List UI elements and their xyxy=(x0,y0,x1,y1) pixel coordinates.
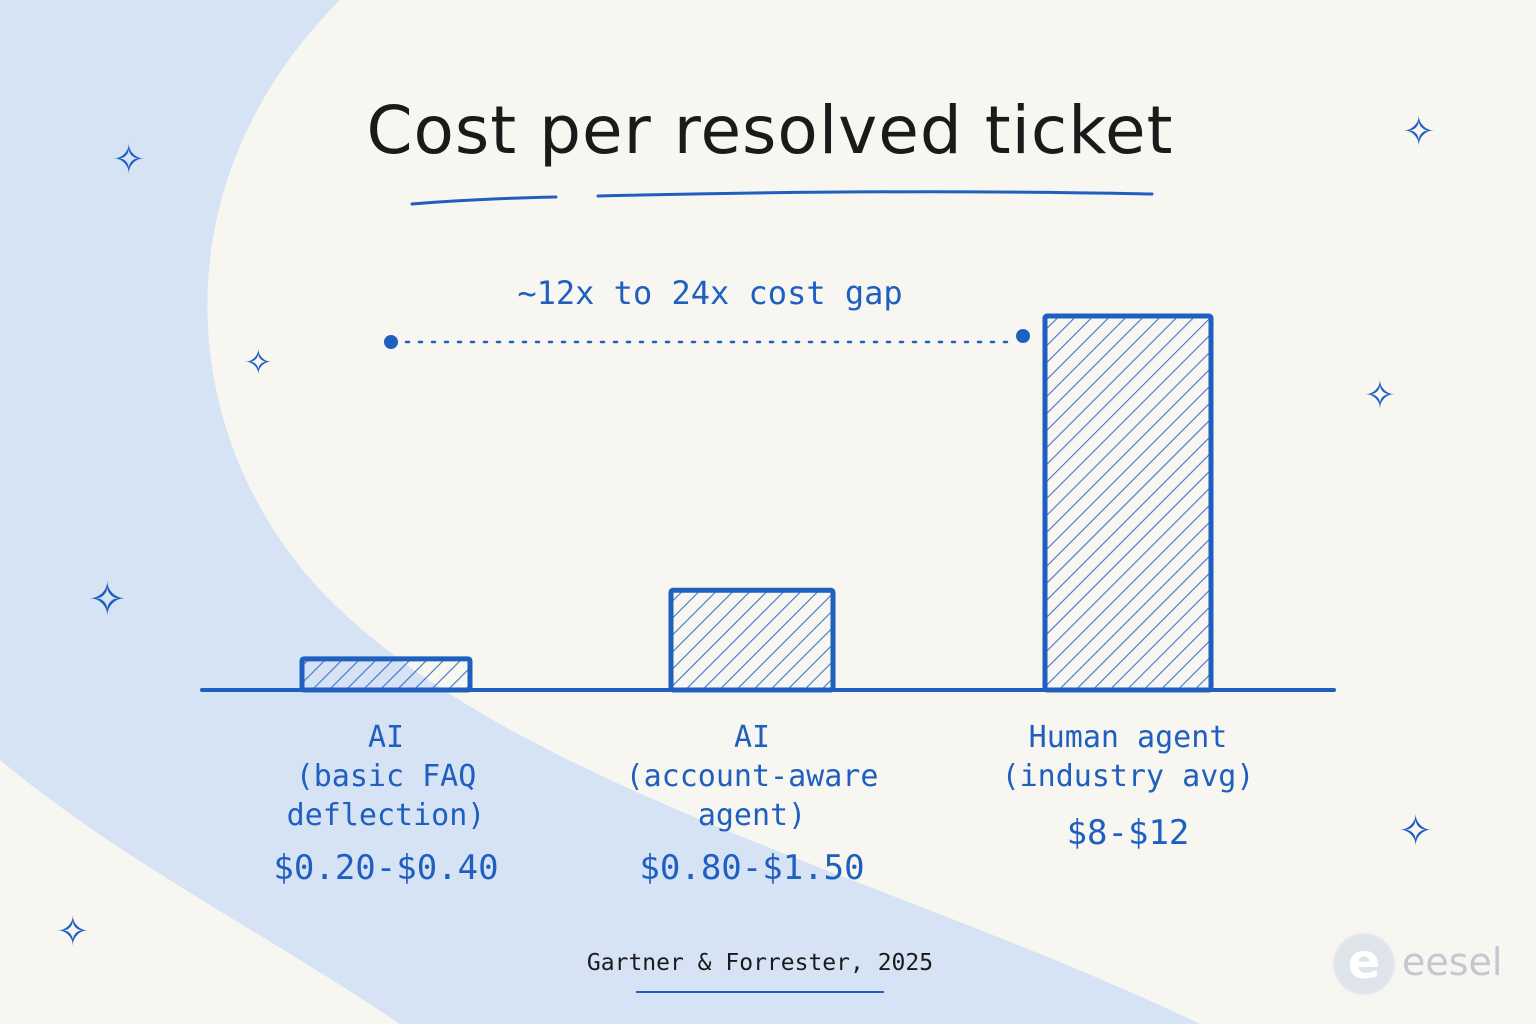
source-underline xyxy=(636,991,884,993)
category-description: (account-aware agent) xyxy=(625,759,879,833)
sparkle-icon: ✧ xyxy=(56,909,90,955)
chart-title: Cost per resolved ticket xyxy=(366,92,1174,169)
sparkle-icon: ✧ xyxy=(1364,373,1396,417)
gap-annotation: ~12x to 24x cost gap xyxy=(517,274,903,312)
category-description: (industry avg) xyxy=(1001,759,1255,794)
category-label-2: AI (account-aware agent) $0.80-$1.50 xyxy=(592,718,912,888)
category-value: $0.80-$1.50 xyxy=(639,848,865,888)
gap-marker-start xyxy=(384,335,398,349)
category-value: $0.20-$0.40 xyxy=(273,848,499,888)
bar-fill-3 xyxy=(1045,316,1211,690)
sparkle-icon: ✧ xyxy=(112,137,146,183)
category-label-3: Human agent (industry avg) $8-$12 xyxy=(968,718,1288,853)
sparkle-icon: ✧ xyxy=(1398,806,1434,855)
sparkle-icon: ✧ xyxy=(1402,109,1436,155)
logo-mark: e xyxy=(1332,932,1396,996)
gap-marker-end xyxy=(1016,329,1030,343)
bar-fill-2 xyxy=(671,590,833,690)
category-name: AI xyxy=(367,720,405,755)
bar-fill-1 xyxy=(302,658,470,690)
category-value: $8-$12 xyxy=(1066,813,1190,853)
title-underline xyxy=(410,190,1154,206)
category-name: AI xyxy=(733,720,771,755)
category-label-1: AI (basic FAQ deflection) $0.20-$0.40 xyxy=(226,718,546,888)
sparkle-icon: ✧ xyxy=(244,343,273,383)
sparkle-icon: ✧ xyxy=(88,572,127,626)
category-name: Human agent xyxy=(1028,720,1228,755)
eesel-logo: e eesel xyxy=(1332,932,1512,996)
logo-text: eesel xyxy=(1402,940,1503,984)
source-citation: Gartner & Forrester, 2025 xyxy=(586,950,934,976)
category-description: (basic FAQ deflection) xyxy=(286,759,486,833)
